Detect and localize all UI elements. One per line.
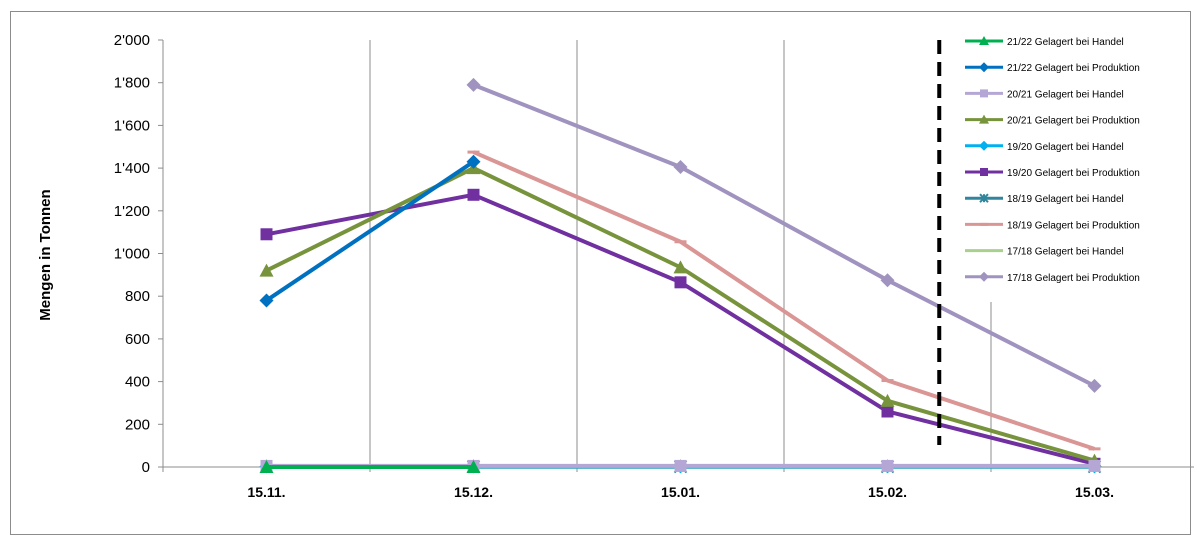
series-18-19-gelagert-bei-produktion: [467, 150, 1101, 451]
data-point: [466, 154, 481, 169]
legend-label: 20/21 Gelagert bei Produktion: [1007, 116, 1140, 127]
legend-label: 17/18 Gelagert bei Handel: [1007, 247, 1124, 258]
series-21-22-gelagert-bei-handel: [259, 460, 481, 473]
series-line: [472, 150, 1096, 451]
legend-label: 20/21 Gelagert bei Handel: [1007, 89, 1124, 100]
data-point: [980, 89, 988, 98]
data-point: [881, 405, 894, 418]
data-point: [673, 260, 688, 274]
data-point: [979, 271, 989, 282]
data-point: [979, 140, 989, 151]
legend: 21/22 Gelagert bei Handel 21/22 Gelagert …: [958, 34, 1188, 302]
legend-label: 19/20 Gelagert bei Produktion: [1007, 168, 1140, 179]
legend-label: 21/22 Gelagert bei Handel: [1007, 37, 1124, 48]
data-point: [466, 460, 481, 473]
data-point: [880, 273, 895, 288]
y-tick-label: 1'000: [114, 246, 150, 263]
legend-item: 18/19 Gelagert bei Handel: [965, 193, 1124, 205]
y-tick-label: 600: [125, 331, 150, 348]
y-tick-label: 200: [125, 416, 150, 433]
series-21-22-gelagert-bei-produktion: [259, 154, 481, 308]
y-tick-label: 1'800: [114, 75, 150, 92]
data-point: [979, 36, 989, 45]
data-point: [259, 263, 274, 277]
data-point: [259, 460, 274, 473]
series: [259, 77, 1102, 474]
legend-item: 17/18 Gelagert bei Handel: [965, 247, 1124, 258]
legend-item: 21/22 Gelagert bei Handel: [965, 36, 1124, 48]
legend-background: [958, 34, 1188, 302]
data-point: [467, 188, 480, 201]
y-tick-label: 0: [142, 459, 150, 476]
series-17-18-gelagert-bei-produktion: [466, 77, 1102, 393]
data-point: [674, 276, 687, 289]
legend-label: 18/19 Gelagert bei Handel: [1007, 194, 1124, 205]
data-point: [979, 193, 989, 203]
legend-item: 19/20 Gelagert bei Handel: [965, 140, 1124, 153]
y-tick-label: 1'200: [114, 203, 150, 220]
series-line: [265, 160, 475, 303]
legend-label: 21/22 Gelagert bei Produktion: [1007, 63, 1140, 74]
data-point: [880, 393, 895, 407]
legend-label: 17/18 Gelagert bei Produktion: [1007, 273, 1140, 284]
data-point: [1088, 459, 1101, 472]
data-point: [979, 62, 989, 73]
y-tick-label: 400: [125, 374, 150, 391]
legend-label: 19/20 Gelagert bei Handel: [1007, 142, 1124, 153]
data-point: [980, 168, 988, 176]
x-tick-label: 15.12.: [454, 484, 493, 500]
data-point: [881, 459, 894, 472]
data-point: [1087, 378, 1102, 393]
series-line: [472, 82, 1096, 388]
legend-item: 20/21 Gelagert bei Produktion: [965, 114, 1140, 127]
data-point: [979, 114, 989, 124]
legend-item: 20/21 Gelagert bei Handel: [965, 89, 1124, 100]
legend-item: 21/22 Gelagert bei Produktion: [965, 62, 1140, 74]
x-tick-label: 15.11.: [247, 484, 285, 500]
x-tick-label: 15.03.: [1075, 484, 1114, 500]
y-tick-label: 1'400: [114, 160, 150, 177]
legend-label: 18/19 Gelagert bei Produktion: [1007, 220, 1140, 231]
data-point: [466, 77, 481, 92]
y-tick-label: 800: [125, 288, 150, 305]
y-tick-label: 1'600: [114, 117, 150, 134]
legend-item: 19/20 Gelagert bei Produktion: [965, 168, 1140, 179]
x-tick-label: 15.01.: [661, 484, 700, 500]
data-point: [674, 459, 687, 472]
legend-item: 17/18 Gelagert bei Produktion: [965, 271, 1140, 284]
y-tick-label: 2'000: [114, 32, 150, 49]
data-point: [260, 228, 273, 241]
legend-item: 18/19 Gelagert bei Produktion: [965, 220, 1140, 231]
data-point: [259, 293, 274, 308]
data-point: [673, 160, 688, 175]
x-tick-label: 15.02.: [868, 484, 907, 500]
y-axis-title: Mengen in Tonnen: [37, 189, 54, 320]
